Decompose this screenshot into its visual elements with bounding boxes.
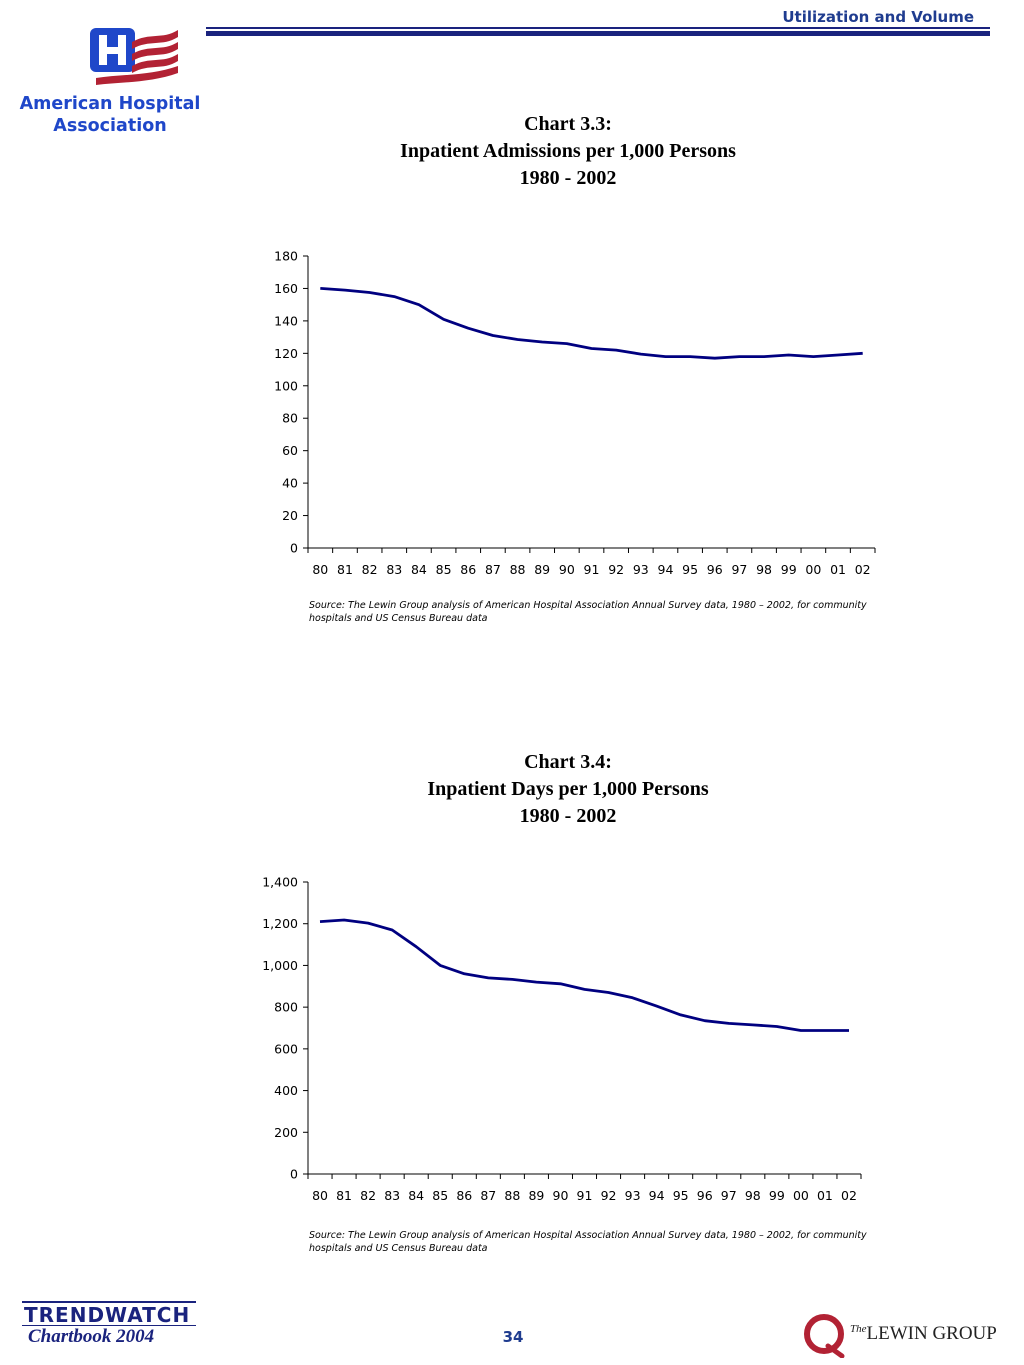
chart-3-3-x-tick-label: 99 — [781, 562, 797, 577]
chart-3-3-x-tick-label: 95 — [682, 562, 698, 577]
chart-3-3-y-tick-label: 100 — [274, 378, 298, 393]
chart-3-4-x-tick-label: 89 — [528, 1188, 544, 1203]
chart-3-3-x-tick-label: 98 — [756, 562, 772, 577]
chart-3-3-y-tick-label: 120 — [274, 346, 298, 361]
section-title: Utilization and Volume — [782, 8, 974, 26]
chart-3-4-y-tick-label: 400 — [274, 1083, 298, 1098]
chart-3-4-title-line3: 1980 - 2002 — [519, 805, 617, 827]
chart-3-3-series-line — [320, 287, 863, 360]
chart-3-4-x-tick-label: 83 — [384, 1188, 400, 1203]
chart-3-3-x-tick-label: 91 — [584, 562, 600, 577]
chart-3-3-y-tick-label: 140 — [274, 313, 298, 328]
chart-3-3-x-tick-label: 85 — [436, 562, 452, 577]
chart-3-4-x-tick-label: 82 — [360, 1188, 376, 1203]
chart-3-4-x-tick-label: 97 — [721, 1188, 737, 1203]
chart-3-3-title: Chart 3.3: Inpatient Admissions per 1,00… — [318, 111, 818, 192]
lewin-q-logo-icon — [804, 1314, 845, 1358]
chart-3-3-title-line2: Inpatient Admissions per 1,000 Persons — [400, 140, 736, 162]
chart-3-4-y-tick-label: 200 — [274, 1125, 298, 1140]
chart-3-4-y-tick-label: 0 — [290, 1167, 298, 1182]
chart-3-4-x-tick-label: 00 — [793, 1188, 809, 1203]
chart-3-3-y-tick-label: 160 — [274, 281, 298, 296]
chart-3-4-x-tick-label: 91 — [577, 1188, 593, 1203]
chart-3-3-y-tick-label: 20 — [282, 508, 298, 523]
chart-3-3-x-tick-label: 87 — [485, 562, 501, 577]
chart-3-4-x-tick-label: 99 — [769, 1188, 785, 1203]
chart-3-3-x-tick-label: 80 — [312, 562, 328, 577]
chart-3-4-x-tick-label: 84 — [408, 1188, 424, 1203]
chart-3-4-source: Source: The Lewin Group analysis of Amer… — [309, 1230, 867, 1254]
chart-3-4-x-tick-label: 88 — [504, 1188, 520, 1203]
page-number: 34 — [502, 1328, 524, 1346]
chart-3-3-title-line3: 1980 - 2002 — [519, 167, 617, 189]
chart-3-4-x-tick-label: 93 — [625, 1188, 641, 1203]
aha-name-line1: American Hospital — [19, 94, 201, 114]
chart-3-4-x-tick-label: 90 — [553, 1188, 569, 1203]
aha-name-line2: Association — [53, 116, 167, 136]
chart-3-4-y-tick-label: 1,200 — [262, 916, 298, 931]
chart-3-3-x-tick-label: 89 — [534, 562, 550, 577]
lewin-name: LEWIN GROUP — [866, 1323, 997, 1344]
chart-3-4-title-line2: Inpatient Days per 1,000 Persons — [427, 778, 709, 800]
chart-3-4-x-tick-label: 92 — [601, 1188, 617, 1203]
chart-3-4-x-tick-label: 02 — [841, 1188, 857, 1203]
trendwatch-rule-lower — [22, 1325, 196, 1326]
chart-3-3-x-tick-label: 01 — [830, 562, 846, 577]
chart-3-4-y-tick-label: 1,400 — [262, 875, 298, 890]
chart-3-4-x-tick-label: 85 — [432, 1188, 448, 1203]
chart-3-4-title-line1: Chart 3.4: — [524, 751, 612, 773]
chart-3-4-x-tick-label: 86 — [456, 1188, 472, 1203]
chart-3-4-x-tick-label: 96 — [697, 1188, 713, 1203]
trendwatch-rule — [22, 1301, 196, 1303]
chart-3-3-x-tick-label: 97 — [731, 562, 747, 577]
chart-3-4-x-tick-label: 87 — [480, 1188, 496, 1203]
chart-3-3-x-tick-label: 86 — [460, 562, 476, 577]
header-rule — [206, 27, 990, 29]
chart-3-3-y-tick-label: 0 — [290, 541, 298, 556]
chart-3-3-x-tick-label: 83 — [386, 562, 402, 577]
trendwatch-logo: TRENDWATCH — [24, 1303, 191, 1327]
chart-3-3-x-tick-label: 02 — [855, 562, 871, 577]
aha-name: American Hospital Association — [8, 93, 212, 137]
chart-3-4-x-tick-label: 95 — [673, 1188, 689, 1203]
chart-3-4-series-line — [319, 918, 849, 1032]
chart-3-3-x-tick-label: 94 — [658, 562, 674, 577]
chart-3-4-x-tick-label: 94 — [649, 1188, 665, 1203]
chart-3-3-x-tick-label: 00 — [805, 562, 821, 577]
chart-3-3-title-line1: Chart 3.3: — [524, 113, 612, 135]
chart-3-3-x-tick-label: 88 — [510, 562, 526, 577]
chart-3-3-source: Source: The Lewin Group analysis of Amer… — [309, 600, 867, 624]
chart-3-4-x-tick-label: 81 — [336, 1188, 352, 1203]
chart-3-3-x-tick-label: 81 — [337, 562, 353, 577]
chart-3-3-y-tick-label: 40 — [282, 476, 298, 491]
chart-3-3-y-tick-label: 60 — [282, 443, 298, 458]
chart-3-4-x-tick-label: 01 — [817, 1188, 833, 1203]
chart-3-3-x-tick-label: 93 — [633, 562, 649, 577]
chart-3-4-y-tick-label: 600 — [274, 1041, 298, 1056]
chart-3-3-x-tick-label: 84 — [411, 562, 427, 577]
chart-3-4-title: Chart 3.4: Inpatient Days per 1,000 Pers… — [318, 749, 818, 830]
lewin-the: The — [850, 1323, 867, 1335]
chart-3-3-y-tick-label: 180 — [274, 249, 298, 264]
chart-3-4-y-tick-label: 1,000 — [262, 958, 298, 973]
aha-logo-icon — [90, 28, 178, 85]
chart-3-3-x-tick-label: 96 — [707, 562, 723, 577]
lewin-group-logo: TheLEWIN GROUP — [850, 1323, 997, 1345]
chart-3-4-x-tick-label: 80 — [312, 1188, 328, 1203]
chart-3-3-x-tick-label: 92 — [608, 562, 624, 577]
chart-3-3-y-tick-label: 80 — [282, 411, 298, 426]
chartbook-label: Chartbook 2004 — [28, 1326, 155, 1347]
chart-3-4-x-tick-label: 98 — [745, 1188, 761, 1203]
chart-3-3-x-tick-label: 90 — [559, 562, 575, 577]
chart-3-4-y-tick-label: 800 — [274, 1000, 298, 1015]
header-rule-thick — [206, 31, 990, 36]
chart-3-3-x-tick-label: 82 — [362, 562, 378, 577]
